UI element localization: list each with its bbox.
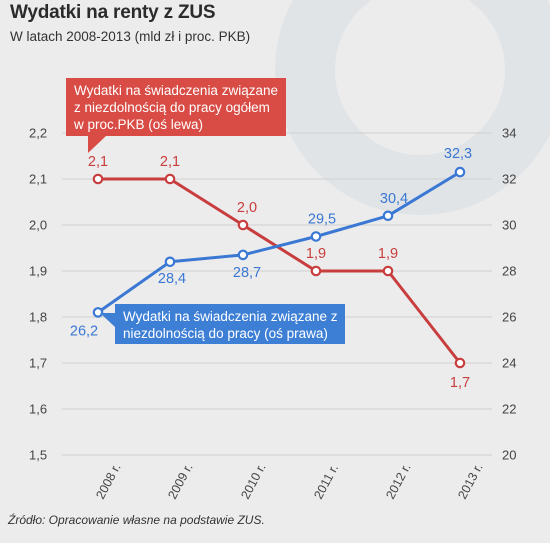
blue-data-label: 26,2 — [70, 323, 98, 339]
blue-data-point — [454, 166, 466, 178]
chart-title: Wydatki na renty z ZUS — [10, 2, 216, 23]
red-data-point — [92, 173, 104, 185]
blue-data-label: 28,4 — [158, 271, 186, 287]
right-tick-label: 28 — [502, 264, 516, 279]
blue-data-point — [382, 210, 394, 222]
right-tick-label: 32 — [502, 172, 516, 187]
left-tick-label: 1,7 — [29, 356, 47, 371]
watermark-logo — [275, 0, 550, 215]
blue-series-line — [97, 170, 461, 314]
red-data-point — [310, 265, 322, 277]
red-series-callout: Wydatki na świadczenia związane z niezdo… — [66, 78, 286, 136]
x-tick-label: 2011 r. — [311, 462, 341, 502]
red-data-label: 1,9 — [378, 246, 398, 262]
red-data-label: 1,9 — [306, 246, 326, 262]
red-data-point — [237, 219, 249, 231]
blue-data-point — [92, 307, 104, 318]
left-tick-label: 1,5 — [29, 448, 47, 463]
right-axis-ticks: 20 22 24 26 28 30 32 34 — [502, 126, 516, 463]
x-tick-label: 2008 r. — [93, 461, 123, 501]
blue-data-point — [310, 231, 322, 242]
red-data-label: 1,7 — [450, 375, 470, 391]
red-data-point — [382, 265, 394, 277]
blue-data-point — [237, 249, 249, 261]
red-callout-pointer — [88, 136, 106, 153]
left-tick-label: 2,0 — [29, 218, 47, 233]
x-tick-label: 2010 r. — [238, 461, 268, 501]
right-tick-label: 30 — [502, 218, 516, 233]
left-tick-label: 2,1 — [29, 172, 47, 187]
left-tick-label: 2,2 — [29, 126, 47, 141]
blue-data-label: 30,4 — [380, 191, 408, 207]
left-axis-ticks: 1,5 1,6 1,7 1,8 1,9 2,0 2,1 2,2 — [29, 126, 47, 463]
left-tick-label: 1,9 — [29, 264, 47, 279]
red-data-label: 2,0 — [237, 200, 257, 216]
right-tick-label: 22 — [502, 402, 516, 417]
grid-lines — [62, 132, 492, 456]
x-tick-label: 2013 r. — [455, 461, 485, 501]
blue-data-label: 28,7 — [233, 265, 261, 281]
blue-data-point — [164, 256, 176, 268]
blue-data-label: 32,3 — [444, 146, 472, 162]
series-layer: 2,1 2,1 2,0 1,9 1,9 1,7 26,2 28,4 28,7 29,5 30,4 32… — [70, 146, 472, 391]
red-data-point — [454, 357, 466, 369]
right-tick-label: 24 — [502, 356, 516, 371]
right-tick-label: 26 — [502, 310, 516, 325]
x-tick-label: 2009 r. — [165, 461, 195, 501]
blue-callout-pointer — [100, 313, 115, 327]
red-data-label: 2,1 — [160, 154, 180, 170]
source-note: Źródło: Opracowanie własne na podstawie … — [8, 513, 265, 527]
red-data-label: 2,1 — [88, 154, 108, 170]
right-tick-label: 20 — [502, 448, 516, 463]
blue-series-callout: Wydatki na świadczenia związane z niezdo… — [115, 304, 345, 344]
red-data-point — [164, 173, 176, 185]
left-tick-label: 1,6 — [29, 402, 47, 417]
x-tick-label: 2012 r. — [383, 461, 413, 501]
x-axis-ticks: 2008 r. 2009 r. 2010 r. 2011 r. 2012 r. 2013 … — [93, 461, 485, 501]
blue-data-label: 29,5 — [308, 212, 336, 228]
red-series-line — [98, 177, 462, 364]
callout-pointers — [88, 136, 115, 327]
right-tick-label: 34 — [502, 126, 516, 141]
chart-subtitle: W latach 2008-2013 (mld zł i proc. PKB) — [10, 29, 251, 44]
left-tick-label: 1,8 — [29, 310, 47, 325]
